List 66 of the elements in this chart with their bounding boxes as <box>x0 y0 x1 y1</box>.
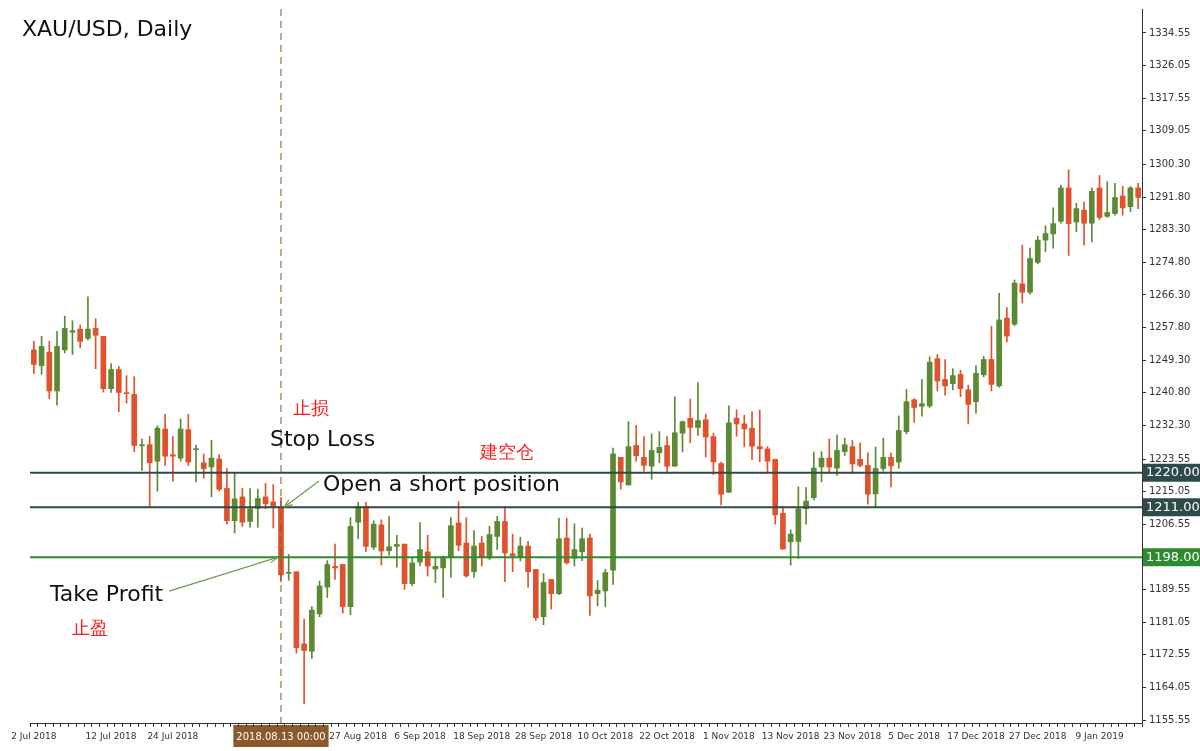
x-tick-label: 27 Dec 2018 <box>1009 730 1067 741</box>
ref-line-label: 1198.00 <box>1146 548 1200 564</box>
y-tick-label: 1257.80 <box>1149 321 1191 333</box>
candlestick <box>193 444 199 483</box>
x-tick-label: 18 Sep 2018 <box>453 730 511 741</box>
annotation: Open a short position <box>323 471 560 496</box>
x-tick-label: 12 Jul 2018 <box>85 730 137 741</box>
x-tick-label: 13 Nov 2018 <box>761 730 820 741</box>
y-tick-label: 1181.05 <box>1149 615 1191 627</box>
annotation: 建空仓 <box>479 441 534 462</box>
x-tick-label: 17 Dec 2018 <box>947 730 1005 741</box>
y-tick-label: 1283.30 <box>1149 223 1191 235</box>
x-tick-label: 22 Oct 2018 <box>639 730 696 741</box>
y-tick-label: 1291.80 <box>1149 190 1191 202</box>
candlestick <box>741 414 748 448</box>
y-tick-label: 1206.55 <box>1149 517 1191 529</box>
y-tick-label: 1240.80 <box>1149 386 1191 398</box>
candlestick <box>386 516 392 556</box>
candlestick <box>85 296 91 341</box>
y-tick-label: 1215.05 <box>1149 485 1191 497</box>
x-tick-label: 1 Nov 2018 <box>702 730 756 741</box>
candlestick <box>139 438 145 471</box>
y-tick-label: 1309.05 <box>1149 124 1191 136</box>
x-tick-label: 5 Dec 2018 <box>888 730 941 741</box>
candlestick <box>919 379 925 417</box>
ref-line-label: 1220.00 <box>1146 464 1200 480</box>
annotation: 止盈 <box>72 617 108 638</box>
chart-title: XAU/USD, Daily <box>22 16 193 41</box>
y-tick-label: 1317.55 <box>1149 91 1191 103</box>
y-tick-label: 1155.55 <box>1149 713 1191 725</box>
y-tick-label: 1326.05 <box>1149 59 1191 71</box>
y-tick-label: 1172.55 <box>1149 648 1191 660</box>
candlestick <box>393 534 400 568</box>
candlestick <box>942 359 948 396</box>
candlestick <box>301 618 307 705</box>
y-tick-label: 1249.30 <box>1149 353 1191 365</box>
candlestick <box>695 382 701 436</box>
annotation: 止损 <box>293 397 329 418</box>
x-tick-label: 6 Sep 2018 <box>394 730 446 741</box>
x-tick-label: 23 Nov 2018 <box>823 730 882 741</box>
y-tick-label: 1232.30 <box>1149 419 1191 431</box>
x-tick-label: 24 Jul 2018 <box>147 730 199 741</box>
y-tick-label: 1274.80 <box>1149 255 1191 267</box>
candlestick <box>332 543 338 580</box>
ref-line-label: 1211.00 <box>1146 498 1200 514</box>
x-tick-label: 2 Jul 2018 <box>11 730 57 741</box>
annotation: Take Profit <box>49 581 164 606</box>
y-tick-label: 1300.30 <box>1149 158 1191 170</box>
candlestick <box>756 409 763 463</box>
y-tick-label: 1189.55 <box>1149 583 1191 595</box>
x-tick-label: 27 Aug 2018 <box>329 730 388 741</box>
candlestick <box>285 554 292 581</box>
candlestick <box>641 436 647 472</box>
y-tick-label: 1334.55 <box>1149 26 1191 38</box>
x-tick-label: 9 Jan 2019 <box>1075 730 1124 741</box>
candlestick <box>687 398 694 444</box>
annotation: Stop Loss <box>270 426 376 451</box>
y-tick-label: 1223.55 <box>1149 452 1191 464</box>
candlestick <box>1019 244 1026 304</box>
x-tick-label: 10 Oct 2018 <box>577 730 634 741</box>
x-tick-label: 28 Sep 2018 <box>515 730 573 741</box>
y-tick-label: 1266.30 <box>1149 288 1191 300</box>
x-tick-label: 2018.08.13 00:00 <box>236 730 326 742</box>
candlestick <box>1104 181 1111 218</box>
y-tick-label: 1164.05 <box>1149 681 1191 693</box>
candlestick <box>170 436 176 482</box>
